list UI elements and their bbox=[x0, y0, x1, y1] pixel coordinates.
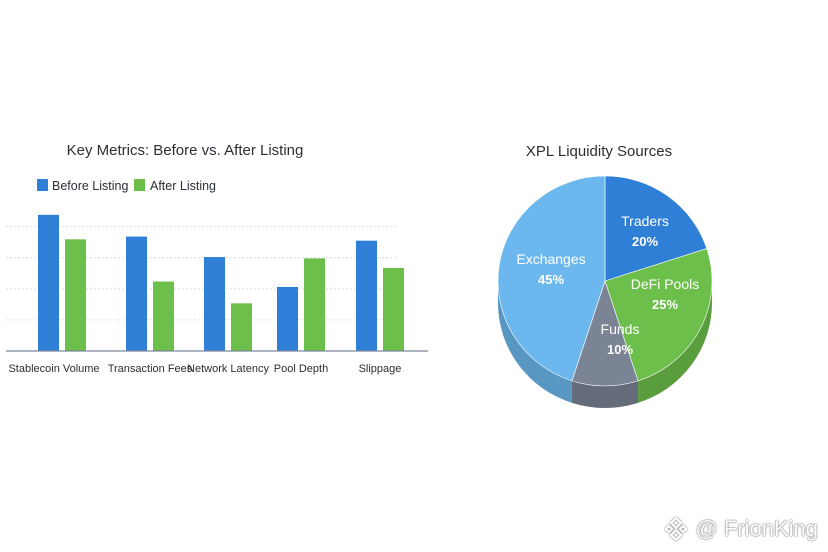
pie-label-defi-pools: DeFi Pools bbox=[631, 276, 699, 292]
pie-chart-slices bbox=[497, 175, 713, 387]
bar-chart-legend: Before Listing After Listing bbox=[37, 179, 216, 193]
pie-chart-depth bbox=[498, 281, 712, 409]
watermark-text: @ FrionKing bbox=[695, 516, 818, 541]
x-tick-label: Transaction Fees bbox=[108, 363, 193, 375]
pie-slice-traders bbox=[604, 175, 708, 282]
pie-pct-defi-pools: 25% bbox=[652, 297, 678, 312]
binance-logo-icon bbox=[664, 516, 688, 542]
bar-before-1 bbox=[126, 236, 147, 351]
pie-chart: XPL Liquidity Sources Traders 20% DeFi Poo… bbox=[497, 143, 713, 409]
pie-side-funds bbox=[571, 380, 639, 409]
x-tick-label: Pool Depth bbox=[274, 363, 328, 375]
bar-before-3 bbox=[277, 286, 298, 351]
x-axis-tick-labels: Stablecoin Volume Transaction FeesNetwork… bbox=[8, 363, 401, 375]
pie-label-exchanges: Exchanges bbox=[516, 251, 585, 267]
x-tick-label: Slippage bbox=[359, 363, 402, 375]
watermark: @ FrionKing bbox=[663, 516, 818, 542]
bar-before-0 bbox=[38, 214, 59, 351]
bar-after-3 bbox=[304, 258, 325, 351]
bar-before-4 bbox=[356, 240, 377, 351]
legend-label-after: After Listing bbox=[150, 179, 216, 193]
pie-label-funds: Funds bbox=[601, 321, 640, 337]
pie-chart-labels: Traders 20% DeFi Pools 25% Funds 10% Exchanges… bbox=[516, 213, 699, 357]
bar-after-4 bbox=[383, 267, 404, 351]
bar-chart-title: Key Metrics: Before vs. After Listing bbox=[67, 142, 304, 159]
bar-chart-bars bbox=[38, 214, 404, 351]
pie-side-exchanges bbox=[498, 281, 572, 403]
pie-slice-exchanges bbox=[497, 175, 606, 382]
bar-after-0 bbox=[65, 239, 86, 351]
legend-swatch-before bbox=[37, 179, 48, 191]
legend-label-before: Before Listing bbox=[52, 179, 128, 193]
pie-chart-title: XPL Liquidity Sources bbox=[526, 143, 672, 160]
legend-swatch-after bbox=[134, 179, 145, 191]
bar-after-1 bbox=[153, 281, 174, 351]
pie-pct-funds: 10% bbox=[607, 342, 633, 357]
bar-before-2 bbox=[204, 257, 225, 351]
bar-chart-grid bbox=[6, 226, 398, 321]
pie-slice-defi-pools bbox=[604, 248, 713, 382]
pie-pct-traders: 20% bbox=[632, 234, 658, 249]
pie-pct-exchanges: 45% bbox=[538, 272, 564, 287]
x-tick-label: Stablecoin Volume bbox=[8, 363, 99, 375]
pie-label-traders: Traders bbox=[621, 213, 669, 229]
x-tick-label: Network Latency bbox=[187, 363, 269, 375]
bar-chart: Key Metrics: Before vs. After Listing Be… bbox=[6, 142, 428, 375]
pie-side-defi-pools bbox=[638, 281, 712, 403]
bar-after-2 bbox=[231, 303, 252, 351]
